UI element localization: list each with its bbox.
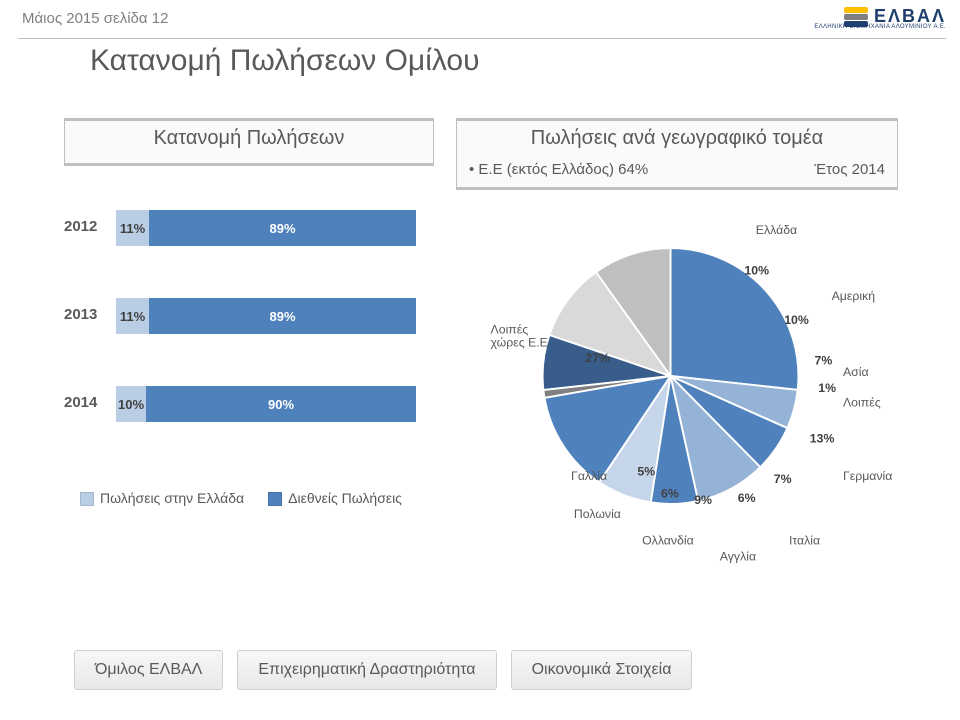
bar-chart: 201211%89%201311%89%201410%90% bbox=[64, 210, 434, 474]
legend-swatch-icon bbox=[80, 492, 94, 506]
pie-slice-pct: 5% bbox=[637, 464, 655, 478]
bar-chart-legend: Πωλήσεις στην Ελλάδα Διεθνείς Πωλήσεις bbox=[80, 490, 402, 506]
legend-label: Διεθνείς Πωλήσεις bbox=[288, 490, 402, 506]
bar-segment-greece: 11% bbox=[116, 210, 149, 246]
bottom-tabs: Όμιλος ΕΛΒΑΛ Επιχειρηματική Δραστηριότητα… bbox=[74, 650, 692, 690]
bar-segment-greece: 10% bbox=[116, 386, 146, 422]
pie-slice-label: Ασία bbox=[843, 365, 869, 379]
legend-label: Πωλήσεις στην Ελλάδα bbox=[100, 490, 244, 506]
bar-year-label: 2012 bbox=[64, 218, 108, 235]
panel-right-caption: Πωλήσεις ανά γεωγραφικό τομέα bbox=[457, 127, 897, 150]
page-tag: Μάιος 2015 σελίδα 12 bbox=[22, 10, 168, 27]
bar: 11%89% bbox=[116, 298, 416, 334]
pie-slice-label: Ιταλία bbox=[789, 534, 820, 548]
header: Μάιος 2015 σελίδα 12 ΕΛΒΑΛ ΕΛΛΗΝΙΚΗ ΒΙΟΜ… bbox=[0, 0, 960, 38]
pie-slice-pct: 7% bbox=[774, 472, 792, 486]
nav-tab[interactable]: Όμιλος ΕΛΒΑΛ bbox=[74, 650, 223, 690]
bar-segment-greece: 11% bbox=[116, 298, 149, 334]
bar-row: 2013 11%89% bbox=[64, 298, 434, 342]
panel-right-subtitle: • Ε.Ε (εκτός Ελλάδος) 64% bbox=[469, 161, 648, 178]
bar: 11%89% bbox=[116, 210, 416, 246]
bar: 10%90% bbox=[116, 386, 416, 422]
bar-segment-intl: 89% bbox=[149, 210, 416, 246]
pie-slice-pct: 13% bbox=[810, 431, 835, 445]
nav-tab[interactable]: Οικονομικά Στοιχεία bbox=[511, 650, 693, 690]
pie-slice-label: Γερμανία bbox=[843, 469, 892, 483]
slide-root: Μάιος 2015 σελίδα 12 ΕΛΒΑΛ ΕΛΛΗΝΙΚΗ ΒΙΟΜ… bbox=[0, 0, 960, 720]
bar-row: 2014 10%90% bbox=[64, 386, 434, 430]
pie-slice-pct: 10% bbox=[784, 313, 809, 327]
panel-left: Κατανομή Πωλήσεων bbox=[64, 118, 434, 166]
bar-year-label: 2013 bbox=[64, 306, 108, 323]
legend-swatch-icon bbox=[268, 492, 282, 506]
pie-slice-label: Ελλάδα bbox=[756, 223, 797, 237]
pie-slice-label: Αμερική bbox=[832, 289, 876, 303]
pie-slice-pct: 27% bbox=[585, 351, 610, 365]
pie-slice-pct: 6% bbox=[661, 486, 679, 500]
pie-slice-label: Λοιπές bbox=[491, 322, 529, 336]
header-rule bbox=[18, 38, 946, 39]
pie-slice-label: Λοιπές bbox=[843, 395, 881, 409]
legend-item: Πωλήσεις στην Ελλάδα bbox=[80, 490, 244, 506]
legend-item: Διεθνείς Πωλήσεις bbox=[268, 490, 402, 506]
pie-slice-pct: 6% bbox=[738, 491, 756, 505]
nav-tab[interactable]: Επιχειρηματική Δραστηριότητα bbox=[237, 650, 496, 690]
pie-chart: 27%Λοιπέςχώρες Ε.Ε.5%Γαλλία6%Πολωνία9%Ολ… bbox=[470, 196, 890, 556]
pie-slice bbox=[671, 248, 799, 390]
panel-left-caption: Κατανομή Πωλήσεων bbox=[65, 127, 433, 150]
panel-right: Πωλήσεις ανά γεωγραφικό τομέα • Ε.Ε (εκτ… bbox=[456, 118, 898, 190]
panel-right-year: Έτος 2014 bbox=[814, 161, 885, 178]
pie-slice-pct: 7% bbox=[815, 354, 833, 368]
pie-slice-label: Ολλανδία bbox=[642, 534, 694, 548]
pie-slice-label: Γαλλία bbox=[571, 469, 607, 483]
bar-segment-intl: 89% bbox=[149, 298, 416, 334]
page-title: Κατανομή Πωλήσεων Ομίλου bbox=[90, 44, 480, 78]
pie-slice-label: Πολωνία bbox=[574, 507, 621, 521]
pie-slice-pct: 9% bbox=[694, 493, 712, 507]
bar-year-label: 2014 bbox=[64, 394, 108, 411]
pie-slice-label: χώρες Ε.Ε. bbox=[491, 336, 552, 350]
pie-slice-pct: 10% bbox=[744, 264, 769, 278]
bar-segment-intl: 90% bbox=[146, 386, 416, 422]
pie-slice-pct: 1% bbox=[818, 381, 836, 395]
bar-row: 2012 11%89% bbox=[64, 210, 434, 254]
pie-slice-label: Αγγλία bbox=[720, 550, 756, 564]
logo-tagline: ΕΛΛΗΝΙΚΗ ΒΙΟΜΗΧΑΝΙΑ ΑΛΟΥΜΙΝΙΟΥ Α.Ε. bbox=[814, 24, 946, 30]
